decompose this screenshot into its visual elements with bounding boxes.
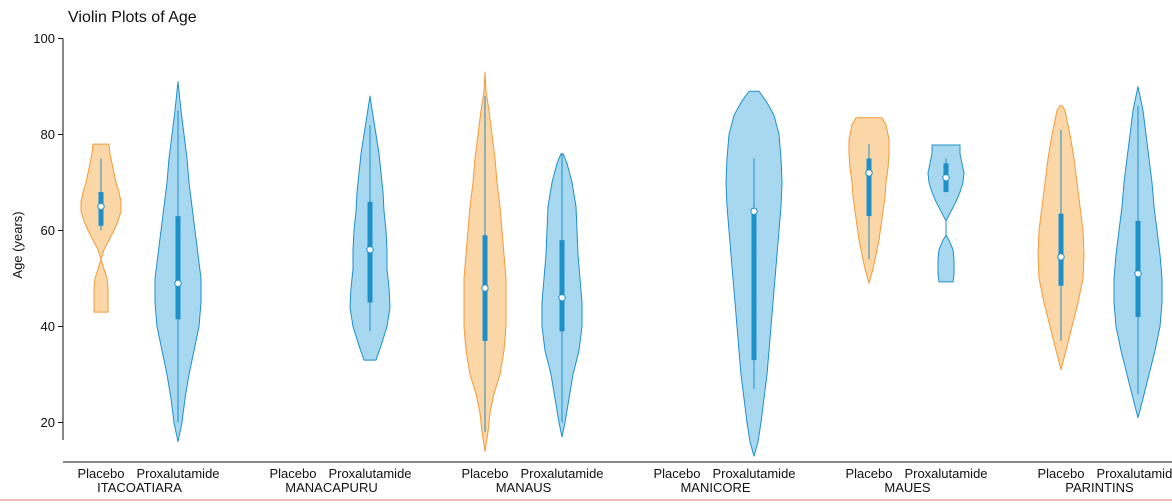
median-marker xyxy=(750,207,758,216)
iqr-box xyxy=(175,216,181,320)
y-tick-label: 80 xyxy=(41,127,55,142)
x-category-label: Placebo xyxy=(654,466,701,481)
x-site-label: ITACOATIARA xyxy=(97,480,182,495)
x-category-label: Placebo xyxy=(846,466,893,481)
violin-proxalutamide xyxy=(937,234,955,283)
x-category-label: Proxalutamide xyxy=(712,466,795,481)
median-marker xyxy=(1057,253,1065,261)
median-marker xyxy=(1134,270,1142,278)
iqr-box xyxy=(866,158,872,217)
median-marker xyxy=(865,169,873,177)
x-category-label: Placebo xyxy=(270,466,317,481)
iqr-box xyxy=(751,211,757,361)
x-category-label: Proxalutamide xyxy=(520,466,603,481)
median-marker xyxy=(174,279,182,287)
y-tick-label: 40 xyxy=(41,319,55,334)
violins-layer xyxy=(80,71,1163,457)
iqr-box xyxy=(1135,220,1141,317)
y-tick-label: 100 xyxy=(33,31,55,46)
x-category-label: Placebo xyxy=(1038,466,1085,481)
x-category-label: Proxalutamide xyxy=(904,466,987,481)
x-site-label: MANICORE xyxy=(680,480,750,495)
iqr-box xyxy=(559,240,565,332)
x-category-label: Proxalutamide xyxy=(1096,466,1172,481)
x-site-label: MAUES xyxy=(884,480,931,495)
bottom-divider xyxy=(0,499,1172,501)
y-tick-label: 60 xyxy=(41,223,55,238)
x-category-label: Proxalutamide xyxy=(328,466,411,481)
x-site-label: MANACAPURU xyxy=(285,480,377,495)
median-marker xyxy=(942,174,950,182)
y-axis-label: Age (years) xyxy=(10,211,25,278)
x-site-label: MANAUS xyxy=(496,480,552,495)
x-category-label: Placebo xyxy=(78,466,125,481)
x-category-label: Placebo xyxy=(462,466,509,481)
y-axis: 20 40 60 80 100 xyxy=(33,31,64,440)
median-marker xyxy=(97,202,105,211)
y-tick-label: 20 xyxy=(41,415,55,430)
x-site-label: PARINTINS xyxy=(1065,480,1134,495)
violin-placebo xyxy=(93,258,109,313)
median-marker xyxy=(558,294,566,302)
chart-title: Violin Plots of Age xyxy=(68,9,197,26)
x-category-label: Proxalutamide xyxy=(136,466,219,481)
median-marker xyxy=(481,284,489,292)
median-marker xyxy=(366,246,374,254)
iqr-box xyxy=(1058,213,1064,286)
